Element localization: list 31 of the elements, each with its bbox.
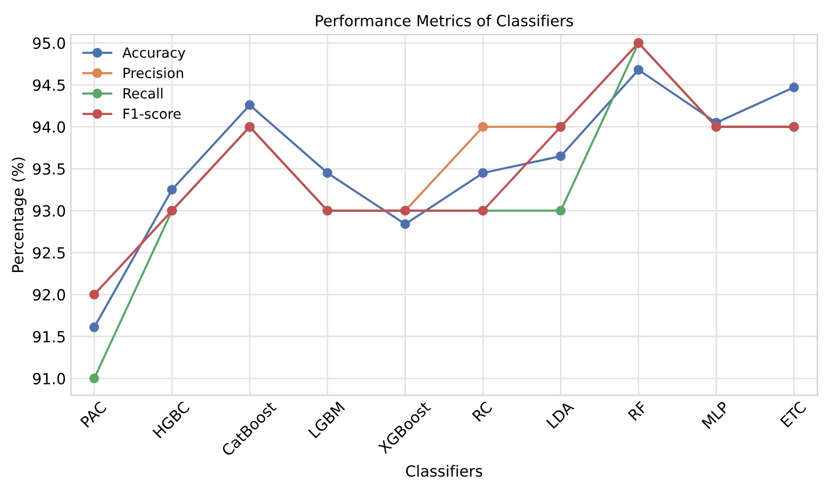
point <box>167 184 177 195</box>
legend-label: Accuracy <box>122 48 186 61</box>
point <box>789 82 799 92</box>
x-axis-title: Classifiers <box>406 464 482 477</box>
point <box>89 374 100 384</box>
y-tick-label: 92.0 <box>32 289 66 301</box>
point <box>478 168 488 178</box>
x-tick-label: RF <box>628 401 648 421</box>
x-tick-label: RC <box>472 400 493 422</box>
y-tick-label: 94.5 <box>32 79 65 91</box>
y-tick-label: 93.0 <box>32 205 66 217</box>
x-tick-label: LDA <box>546 400 574 429</box>
y-tick-label: 94.0 <box>32 121 66 133</box>
chart-title: Performance Metrics of Classifiers <box>316 14 573 26</box>
legend-label: Precision <box>124 67 184 78</box>
point <box>89 322 100 332</box>
y-tick-label: 95.0 <box>32 37 66 49</box>
point <box>322 168 332 178</box>
point <box>244 100 255 110</box>
y-tick-label: 91.0 <box>32 372 66 384</box>
point <box>478 122 488 132</box>
y-tick-label: 93.5 <box>32 163 65 175</box>
point <box>556 206 566 216</box>
y-tick-label: 91.5 <box>32 330 65 343</box>
point <box>556 151 566 162</box>
y-axis-title: Percentage (%) <box>12 158 26 272</box>
legend-label: F1-score <box>124 108 181 119</box>
legend-label: Recall <box>124 88 162 99</box>
point <box>400 219 410 229</box>
point <box>634 64 644 75</box>
y-tick-label: 92.5 <box>32 247 65 259</box>
